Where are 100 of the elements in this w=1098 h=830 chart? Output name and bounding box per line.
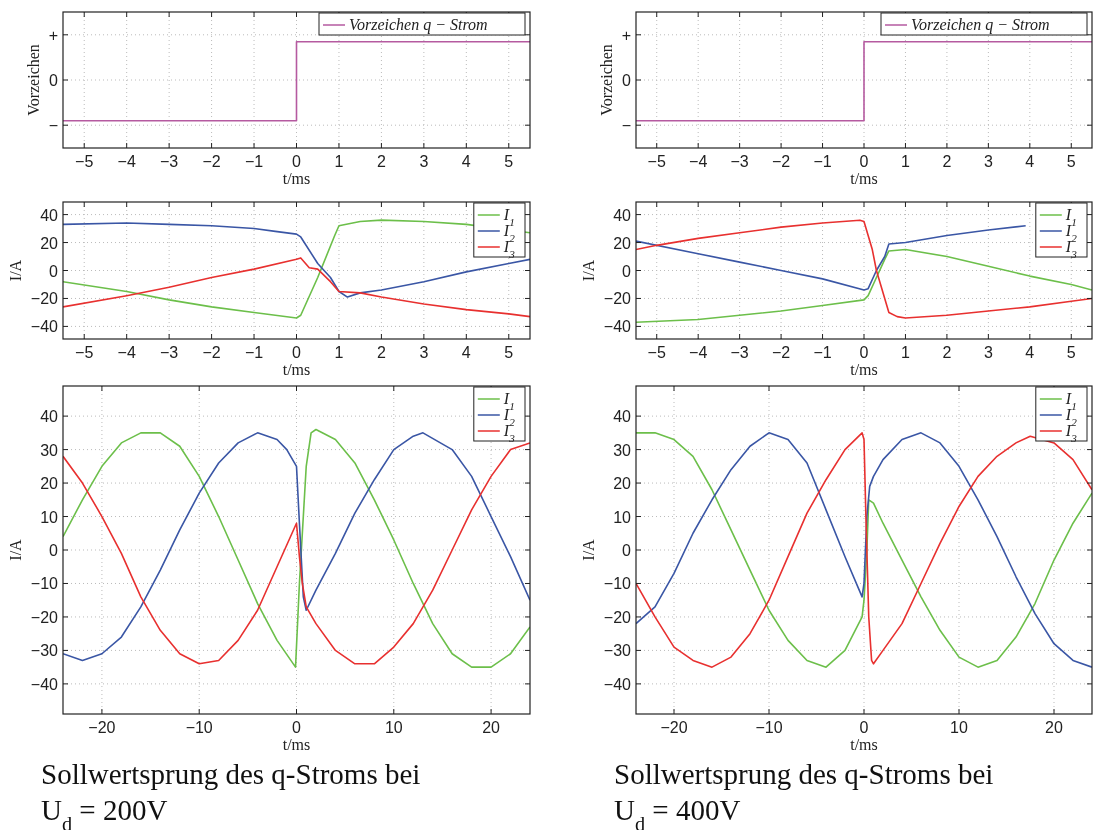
line-series — [636, 219, 1092, 319]
x-tick-label: −5 — [647, 344, 666, 361]
x-tick-label: −2 — [202, 344, 221, 361]
text: Sollwertsprung des q-Stroms bei — [41, 758, 421, 790]
x-tick-label: 2 — [376, 344, 386, 361]
y-tick-label: −40 — [30, 675, 59, 693]
y-tick-label: 40 — [613, 206, 632, 224]
x-tick-label: 20 — [482, 719, 501, 736]
y-axis-title: I/A — [7, 538, 24, 561]
x-tick-label: 20 — [1045, 719, 1063, 736]
x-tick-label: −5 — [75, 153, 94, 170]
y-tick-label: 20 — [613, 475, 632, 493]
x-tick-label: 0 — [292, 719, 302, 736]
x-tick-label: −4 — [689, 344, 708, 361]
y-tick-label: 0 — [49, 262, 59, 280]
x-tick-label: 5 — [504, 153, 514, 170]
x-tick-label: −3 — [160, 344, 179, 361]
x-tick-label: −1 — [244, 153, 264, 170]
text: Sollwertsprung des q-Stroms bei — [614, 758, 994, 790]
x-tick-label: −2 — [771, 344, 791, 361]
x-tick-label: 1 — [334, 344, 344, 361]
x-axis-title: t/ms — [282, 170, 311, 187]
x-tick-label: 2 — [942, 344, 952, 361]
y-tick-label: 40 — [613, 408, 632, 426]
x-tick-label: 1 — [901, 344, 910, 361]
x-tick-label: 3 — [983, 344, 993, 361]
y-tick-label: −40 — [30, 318, 59, 336]
y-tick-label: −20 — [603, 608, 632, 626]
x-tick-label: 0 — [292, 344, 302, 361]
x-tick-label: 5 — [1066, 344, 1076, 361]
y-tick-label: 30 — [613, 441, 632, 459]
x-tick-label: 10 — [384, 719, 403, 736]
y-tick-label: 40 — [40, 206, 59, 224]
x-axis-title: t/ms — [282, 736, 311, 753]
x-axis-title: t/ms — [282, 361, 311, 378]
x-tick-label: −2 — [771, 153, 791, 170]
x-tick-label: −5 — [647, 153, 666, 170]
x-tick-label: −4 — [689, 153, 708, 170]
y-tick-label: 10 — [40, 508, 59, 526]
y-tick-label: −20 — [603, 290, 632, 308]
x-tick-label: 5 — [504, 344, 514, 361]
x-tick-label: −3 — [730, 153, 749, 170]
text: − — [48, 117, 58, 135]
x-tick-label: 4 — [461, 344, 471, 361]
y-tick-label: 40 — [40, 408, 59, 426]
y-tick-label: −30 — [30, 642, 59, 660]
x-tick-label: 0 — [859, 719, 869, 736]
x-tick-label: 10 — [950, 719, 968, 736]
x-tick-label: 1 — [901, 153, 910, 170]
y-tick-label: 10 — [613, 508, 632, 526]
legend-label: Vorzeichen q − Strom — [911, 16, 1050, 34]
y-tick-label: 0 — [622, 542, 632, 559]
x-tick-label: 2 — [942, 153, 952, 170]
x-tick-label: 3 — [419, 344, 429, 361]
x-tick-label: 4 — [1025, 153, 1035, 170]
y-tick-label: −10 — [603, 575, 632, 593]
x-tick-label: −10 — [185, 719, 213, 736]
x-tick-label: 4 — [461, 153, 471, 170]
x-tick-label: −20 — [660, 719, 688, 736]
x-axis-title: t/ms — [850, 170, 878, 187]
y-tick-label: 20 — [40, 475, 59, 493]
x-tick-label: −3 — [730, 344, 749, 361]
x-tick-label: 3 — [419, 153, 429, 170]
x-tick-label: −4 — [117, 153, 136, 170]
x-tick-label: 1 — [334, 153, 344, 170]
y-tick-label: 20 — [613, 234, 632, 252]
x-tick-label: 0 — [859, 153, 869, 170]
x-tick-label: −5 — [75, 344, 94, 361]
y-tick-label: 30 — [40, 441, 59, 459]
x-tick-label: 0 — [292, 153, 302, 170]
line-series — [636, 224, 1027, 291]
text: + — [48, 26, 58, 44]
x-tick-label: 2 — [376, 153, 386, 170]
y-tick-label: −40 — [603, 675, 632, 693]
x-tick-label: 4 — [1025, 344, 1035, 361]
y-tick-label: −20 — [30, 290, 59, 308]
x-axis-title: t/ms — [850, 736, 878, 753]
y-tick-label: −40 — [603, 318, 632, 336]
y-axis-title: I/A — [7, 259, 24, 282]
text: − — [621, 117, 631, 135]
y-tick-label: 0 — [622, 262, 632, 280]
x-tick-label: −20 — [88, 719, 116, 736]
x-tick-label: −1 — [813, 153, 832, 170]
y-tick-label: 0 — [49, 542, 59, 559]
x-axis-title: t/ms — [850, 361, 878, 378]
line-series — [63, 219, 530, 319]
x-tick-label: 5 — [1066, 153, 1076, 170]
line-series — [63, 257, 530, 318]
x-tick-label: 0 — [859, 344, 869, 361]
y-axis-title: I/A — [580, 538, 597, 561]
x-tick-label: −1 — [813, 344, 832, 361]
y-tick-label: −10 — [30, 575, 59, 593]
y-tick-label: 20 — [40, 234, 59, 252]
x-tick-label: −1 — [244, 344, 264, 361]
y-tick-label: −30 — [603, 642, 632, 660]
y-tick-label: −20 — [30, 608, 59, 626]
legend-label: Vorzeichen q − Strom — [349, 16, 488, 34]
y-axis-title: I/A — [580, 259, 597, 282]
text: + — [621, 26, 631, 44]
x-tick-label: −3 — [160, 153, 179, 170]
